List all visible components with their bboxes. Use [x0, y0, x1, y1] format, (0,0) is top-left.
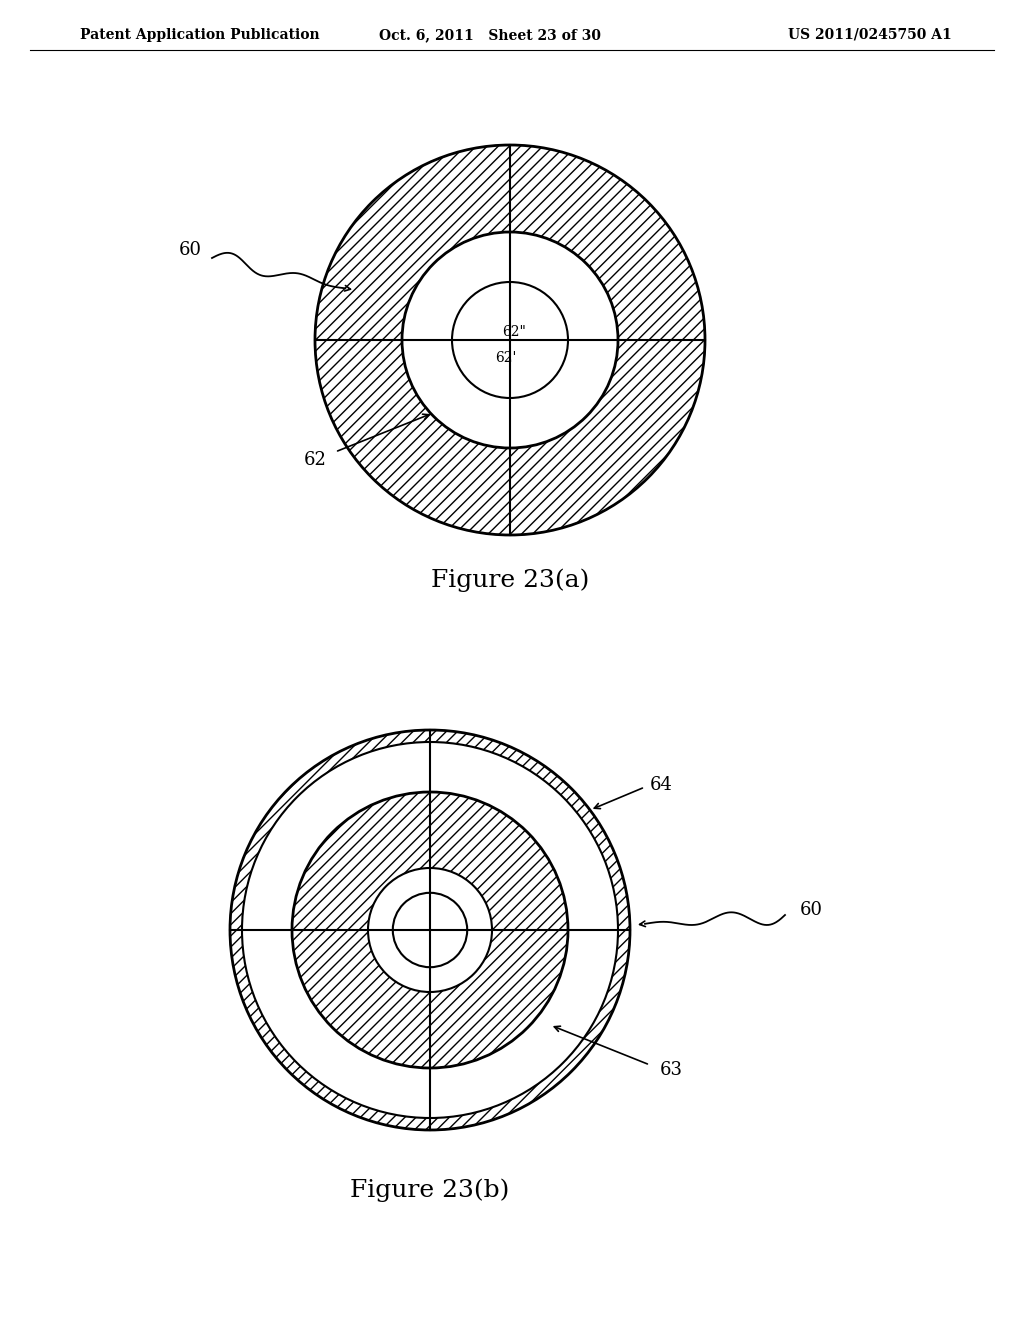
Text: Figure 23(b): Figure 23(b): [350, 1179, 510, 1201]
Text: Figure 23(a): Figure 23(a): [431, 568, 589, 591]
Circle shape: [368, 869, 492, 993]
Circle shape: [393, 892, 467, 968]
Text: 64: 64: [650, 776, 673, 795]
Circle shape: [315, 145, 705, 535]
Circle shape: [402, 232, 618, 447]
Text: 63: 63: [660, 1061, 683, 1078]
Circle shape: [292, 792, 568, 1068]
Text: 62': 62': [496, 351, 517, 366]
Circle shape: [452, 282, 568, 399]
Text: 60: 60: [800, 902, 823, 919]
Text: 62": 62": [502, 325, 526, 339]
Circle shape: [242, 742, 618, 1118]
Text: Patent Application Publication: Patent Application Publication: [80, 28, 319, 42]
Text: 60: 60: [178, 242, 202, 259]
Text: US 2011/0245750 A1: US 2011/0245750 A1: [788, 28, 952, 42]
Circle shape: [230, 730, 630, 1130]
Text: 62: 62: [303, 451, 327, 469]
Text: Oct. 6, 2011   Sheet 23 of 30: Oct. 6, 2011 Sheet 23 of 30: [379, 28, 601, 42]
